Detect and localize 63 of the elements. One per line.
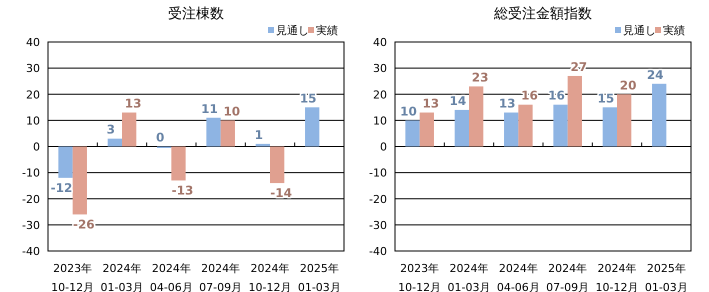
- y-tick-label: 30: [373, 62, 387, 76]
- legend-label: 実績: [663, 24, 685, 37]
- data-label: 3: [106, 122, 116, 137]
- bar: [518, 104, 533, 146]
- data-label: 13: [422, 96, 440, 111]
- data-label: 10: [223, 104, 240, 118]
- y-tick-label: -40: [369, 245, 387, 258]
- legend-label: 見通し: [276, 24, 309, 37]
- y-tick-label: -30: [369, 218, 387, 232]
- data-label: 23: [472, 70, 489, 84]
- data-label: 20: [620, 78, 637, 92]
- y-tick-label: 0: [380, 140, 387, 154]
- bar: [206, 118, 221, 146]
- bar: [256, 144, 270, 146]
- y-tick-label: 20: [26, 88, 40, 102]
- y-tick-label: -10: [369, 166, 387, 180]
- legend-label: 見通し: [623, 24, 656, 37]
- data-label: 1: [254, 128, 264, 142]
- y-tick-label: -20: [369, 192, 387, 206]
- bar: [602, 107, 617, 146]
- bar: [469, 86, 484, 146]
- chart-title: 総受注金額指数: [493, 6, 592, 22]
- bar: [108, 138, 122, 146]
- data-label: 0: [156, 130, 164, 144]
- bar: [652, 84, 666, 146]
- y-tick-label: 20: [373, 88, 387, 102]
- y-tick-label: -10: [22, 166, 40, 180]
- y-tick-label: -30: [22, 218, 40, 232]
- data-label: 13: [498, 96, 516, 111]
- bar: [553, 104, 568, 146]
- bar: [270, 146, 284, 184]
- data-label: -14: [270, 186, 292, 200]
- bar: [617, 94, 632, 146]
- bar: [122, 112, 136, 146]
- data-label: -13: [172, 183, 194, 198]
- data-label: -12: [50, 180, 72, 195]
- bar: [420, 112, 434, 146]
- y-tick-label: 0: [33, 140, 40, 154]
- legend-label: 実績: [316, 24, 338, 37]
- y-tick-label: 30: [26, 62, 40, 76]
- bar: [220, 120, 235, 146]
- bar: [171, 146, 186, 180]
- bar: [405, 120, 420, 146]
- chart-title: 受注棟数: [168, 6, 224, 22]
- bar: [72, 146, 87, 214]
- data-label: 14: [449, 94, 466, 108]
- data-label: 13: [124, 96, 142, 111]
- data-label: 15: [597, 91, 614, 106]
- bar: [305, 107, 320, 146]
- y-tick-label: 10: [26, 114, 40, 128]
- data-label: 15: [300, 91, 317, 106]
- bar: [568, 76, 582, 146]
- data-label: 11: [201, 102, 218, 116]
- y-tick-label: 40: [26, 36, 40, 49]
- bar: [454, 110, 469, 146]
- y-tick-label: 10: [373, 114, 387, 128]
- y-tick-label: 40: [373, 36, 387, 49]
- bar: [58, 146, 73, 178]
- data-label: 10: [400, 104, 417, 118]
- bar: [504, 112, 518, 146]
- y-tick-label: -40: [22, 245, 40, 258]
- data-label: 24: [646, 68, 664, 82]
- y-tick-label: -20: [22, 192, 40, 206]
